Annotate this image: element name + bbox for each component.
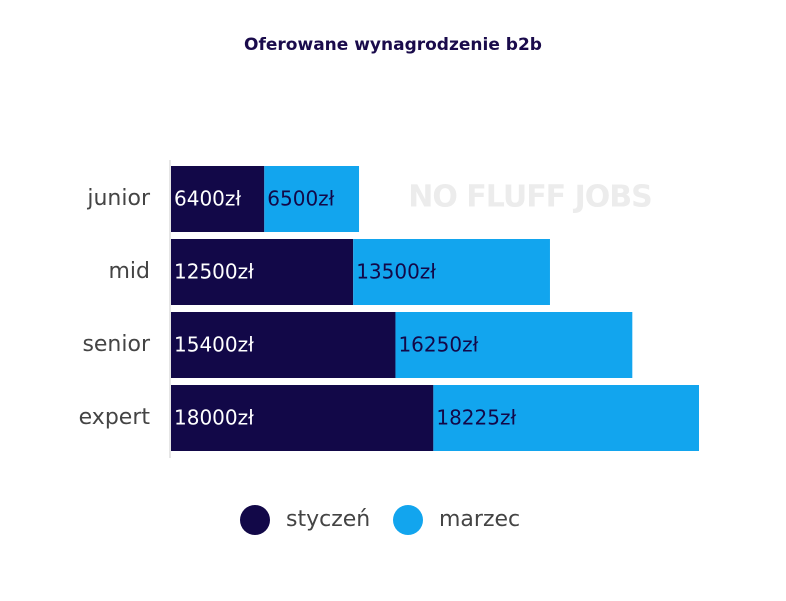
bar [433,385,699,451]
data-label: 12500zł [174,260,254,284]
data-label: 18225zł [436,406,516,430]
bar [171,312,396,378]
legend-marker [393,505,423,535]
bar [264,166,360,232]
data-label: 15400zł [174,333,254,357]
data-label: 6500zł [267,187,334,211]
legend-label: marzec [439,507,520,532]
chart-title: Oferowane wynagrodzenie b2b [244,35,542,55]
bar [171,166,265,232]
data-label: 6400zł [174,187,241,211]
data-label: 16250zł [398,333,478,357]
legend-marker [240,505,270,535]
bar [171,385,434,451]
bar [395,312,633,378]
bar [353,239,550,305]
y-tick-label: senior [82,332,151,357]
data-label: 18000zł [174,406,254,430]
y-tick-label: junior [86,186,151,211]
watermark: NO FLUFF JOBS [408,180,652,215]
legend-label: styczeń [286,507,370,532]
data-label: 13500zł [356,260,436,284]
bar [171,239,354,305]
y-tick-label: expert [79,405,151,430]
y-tick-label: mid [108,259,150,284]
